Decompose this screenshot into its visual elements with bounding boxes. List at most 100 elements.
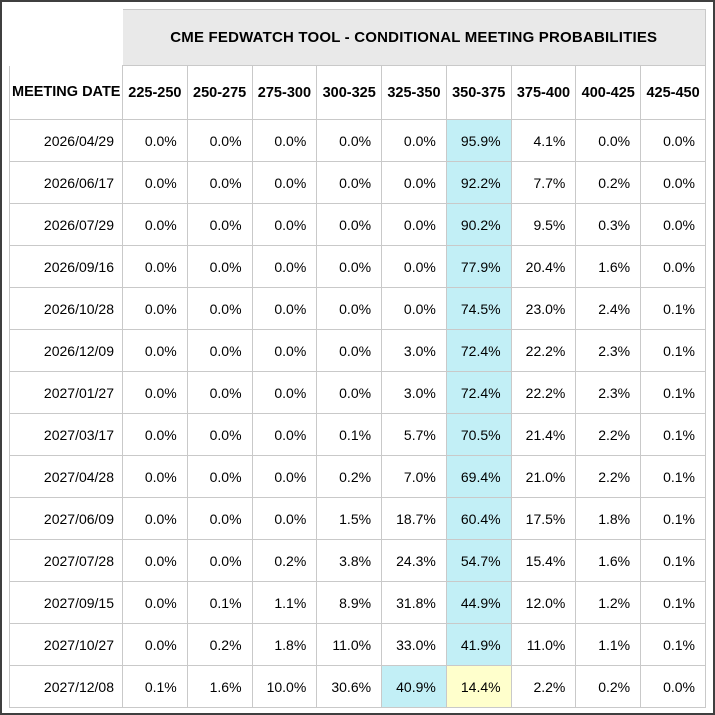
meeting-date-header: MEETING DATE [9,65,123,120]
probability-cell: 0.0% [316,329,383,372]
probability-cell: 0.2% [575,161,642,204]
probability-cell: 33.0% [381,623,447,666]
probability-cell: 0.1% [640,371,706,414]
meeting-date-cell: 2027/10/27 [9,623,123,666]
probability-cell: 41.9% [445,623,512,666]
probability-cell: 4.1% [510,119,577,162]
probability-cell: 18.7% [381,497,447,540]
probability-cell: 15.4% [510,539,577,582]
table-row: 2027/06/09 0.0% 0.0% 0.0% 1.5% 18.7% 60.4% 17.5… [9,497,706,540]
probability-cell: 0.0% [122,371,188,414]
probability-cell: 0.0% [381,119,447,162]
probability-cell: 0.1% [640,497,706,540]
probability-cell: 12.0% [510,581,577,624]
probability-cell: 0.2% [575,665,642,708]
title-row: CME FEDWATCH TOOL - CONDITIONAL MEETING … [9,9,706,66]
probability-cell: 0.0% [640,245,706,288]
meeting-date-cell: 2026/06/17 [9,161,123,204]
probability-cell: 21.0% [510,455,577,498]
probability-cell: 0.0% [251,203,318,246]
probability-cell: 1.1% [251,581,318,624]
rate-range-header: 375-400 [510,65,577,120]
probability-cell: 20.4% [510,245,577,288]
probability-cell: 0.0% [381,203,447,246]
probability-cell: 0.0% [186,119,253,162]
probability-cell: 0.0% [122,623,188,666]
probability-cell: 0.0% [186,245,253,288]
probability-cell: 0.0% [122,161,188,204]
probability-cell: 2.2% [510,665,577,708]
probability-cell: 0.0% [251,329,318,372]
probability-cell: 0.0% [575,119,642,162]
table-row: 2027/03/17 0.0% 0.0% 0.0% 0.1% 5.7% 70.5% 21.4%… [9,413,706,456]
probability-cell: 0.0% [640,161,706,204]
probability-cell: 1.6% [186,665,253,708]
probability-cell: 0.0% [640,203,706,246]
probability-cell: 0.1% [640,455,706,498]
probability-cell: 0.0% [640,119,706,162]
table-row: 2026/04/29 0.0% 0.0% 0.0% 0.0% 0.0% 95.9% 4.1% 0… [9,119,706,162]
meeting-date-cell: 2027/09/15 [9,581,123,624]
probability-cell: 24.3% [381,539,447,582]
rate-range-header: 225-250 [122,65,188,120]
rate-range-header: 250-275 [186,65,253,120]
probability-cell: 0.2% [186,623,253,666]
probability-cell: 0.0% [122,413,188,456]
probability-cell: 2.3% [575,371,642,414]
probability-cell: 0.0% [316,245,383,288]
table-row: 2027/07/28 0.0% 0.0% 0.2% 3.8% 24.3% 54.7% 15.4… [9,539,706,582]
probability-cell: 44.9% [445,581,512,624]
probability-cell: 0.0% [122,245,188,288]
probability-cell: 0.0% [640,665,706,708]
probability-cell: 0.1% [640,329,706,372]
rate-range-header: 350-375 [445,65,512,120]
probability-cell: 14.4% [445,665,512,708]
probability-cell: 21.4% [510,413,577,456]
probability-cell: 40.9% [381,665,447,708]
probability-cell: 0.0% [251,119,318,162]
table-row: 2027/10/27 0.0% 0.2% 1.8% 11.0% 33.0% 41.9% 11.… [9,623,706,666]
probability-cell: 0.0% [316,203,383,246]
probability-cell: 0.0% [186,413,253,456]
meeting-date-cell: 2027/04/28 [9,455,123,498]
probability-cell: 22.2% [510,371,577,414]
table-row: 2027/12/08 0.1% 1.6% 10.0% 30.6% 40.9% 14.4% 2.… [9,665,706,708]
probability-cell: 95.9% [445,119,512,162]
probability-cell: 7.0% [381,455,447,498]
probability-cell: 0.0% [381,161,447,204]
probability-cell: 1.1% [575,623,642,666]
probability-cell: 0.2% [316,455,383,498]
probability-cell: 1.8% [251,623,318,666]
meeting-date-cell: 2026/09/16 [9,245,123,288]
probability-cell: 0.0% [381,245,447,288]
meeting-date-cell: 2026/10/28 [9,287,123,330]
probability-cell: 0.0% [186,539,253,582]
probability-cell: 31.8% [381,581,447,624]
table-title: CME FEDWATCH TOOL - CONDITIONAL MEETING … [122,9,706,66]
rate-range-header: 275-300 [251,65,318,120]
probability-cell: 2.2% [575,413,642,456]
probability-cell: 0.1% [122,665,188,708]
rate-range-header: 425-450 [640,65,706,120]
probability-cell: 3.8% [316,539,383,582]
probability-cell: 0.0% [122,581,188,624]
probability-cell: 72.4% [445,329,512,372]
probability-cell: 0.0% [122,203,188,246]
rate-range-header: 300-325 [316,65,383,120]
probability-cell: 0.0% [251,161,318,204]
probability-cell: 5.7% [381,413,447,456]
table-row: 2027/01/27 0.0% 0.0% 0.0% 0.0% 3.0% 72.4% 22.2%… [9,371,706,414]
probability-cell: 0.0% [186,203,253,246]
probability-cell: 0.0% [251,497,318,540]
meeting-date-cell: 2027/06/09 [9,497,123,540]
probability-cell: 1.8% [575,497,642,540]
probability-cell: 11.0% [316,623,383,666]
probability-cell: 0.1% [640,623,706,666]
probability-cell: 0.0% [186,497,253,540]
table-row: 2026/06/17 0.0% 0.0% 0.0% 0.0% 0.0% 92.2% 7.7% 0… [9,161,706,204]
probability-cell: 92.2% [445,161,512,204]
table-row: 2026/09/16 0.0% 0.0% 0.0% 0.0% 0.0% 77.9% 20.4%… [9,245,706,288]
probability-cell: 0.1% [640,287,706,330]
probability-cell: 0.0% [122,497,188,540]
probability-cell: 0.0% [316,371,383,414]
